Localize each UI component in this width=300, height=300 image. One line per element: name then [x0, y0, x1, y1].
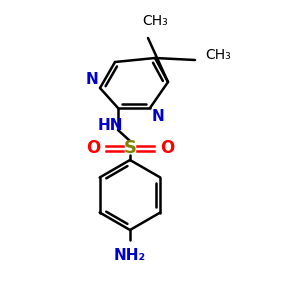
Text: N: N	[152, 109, 165, 124]
Text: N: N	[85, 72, 98, 87]
Text: NH₂: NH₂	[114, 248, 146, 263]
Text: O: O	[160, 139, 174, 157]
Text: CH₃: CH₃	[205, 48, 231, 62]
Text: O: O	[86, 139, 100, 157]
Text: S: S	[124, 139, 136, 157]
Text: HN: HN	[97, 118, 123, 133]
Text: CH₃: CH₃	[142, 14, 168, 28]
